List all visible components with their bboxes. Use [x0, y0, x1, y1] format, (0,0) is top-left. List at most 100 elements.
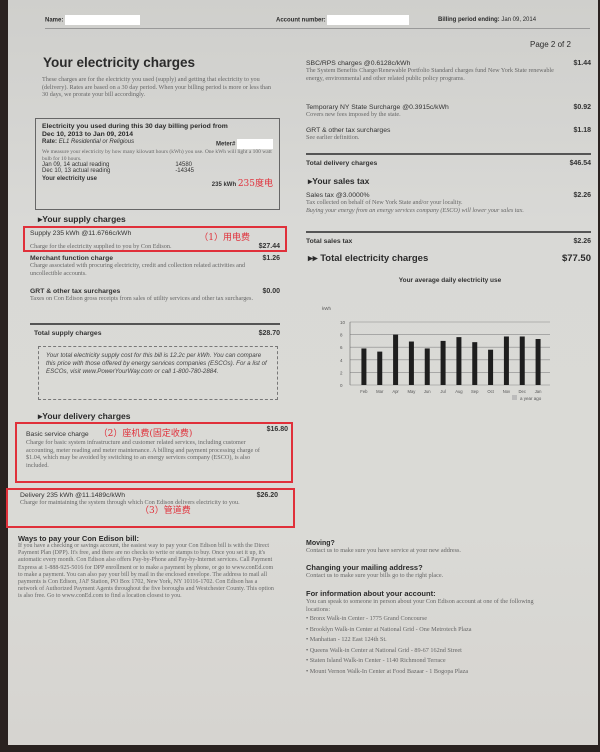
mailing-section: Changing your mailing address? Contact u…	[306, 563, 591, 580]
total-amount: $28.70	[258, 330, 280, 337]
grt-delivery-item: GRT & other tax surcharges $1.18 See earl…	[306, 127, 591, 142]
x-tick-label: Jan	[535, 389, 542, 394]
item-amount: $0.92	[573, 104, 591, 111]
supply-item: Supply 235 kWh @11.6766c/kWh （1）用电费 Charg…	[30, 230, 280, 251]
bar-dec	[519, 336, 525, 385]
y-tick-label: 10	[340, 320, 346, 325]
esco-notice: Your total electricity supply cost for t…	[38, 346, 278, 400]
item-title: Supply 235 kWh @11.6766c/kWh	[30, 230, 132, 237]
item-amount: $26.20	[256, 492, 278, 499]
item-title: Basic service charge	[26, 431, 89, 438]
intro-text: These charges are for the electricity yo…	[42, 76, 271, 99]
merchant-item: Merchant function charge $1.26 Charge ass…	[30, 255, 280, 277]
info-heading: For information about your account:	[306, 589, 436, 598]
bar-jul	[440, 340, 446, 385]
bar-mar	[377, 351, 383, 385]
bar-may	[408, 341, 414, 385]
total-label: Total sales tax	[306, 238, 353, 245]
bar-oct	[488, 349, 494, 385]
account-label: Account number:	[276, 17, 326, 24]
pay-heading: Ways to pay your Con Edison bill:	[18, 534, 139, 543]
supply-heading: ▸Your supply charges	[38, 214, 126, 224]
y-tick-label: 8	[340, 333, 343, 338]
total-delivery-row: Total delivery charges $46.54	[306, 160, 591, 167]
supply-heading-text: Your supply charges	[42, 214, 126, 224]
item-desc: Charge for maintaining the system throug…	[20, 499, 240, 506]
usage-note: We measure your electricity by how many …	[42, 149, 272, 162]
item-desc: Charge for the electricity supplied to y…	[30, 243, 172, 250]
item-desc-2: Buying your energy from an energy servic…	[306, 206, 524, 214]
y-axis-label: kWh	[322, 306, 331, 311]
meter-label: Meter#	[215, 141, 236, 148]
total-label: Total delivery charges	[306, 160, 378, 167]
item-amount: $1.18	[573, 127, 591, 134]
use-value: 235 kWh	[211, 182, 237, 188]
grt-item: GRT & other tax surcharges $0.00 Taxes on…	[30, 288, 280, 303]
y-tick-label: 6	[340, 345, 343, 350]
legend-swatch	[512, 395, 517, 400]
item-title: Merchant function charge	[30, 255, 114, 262]
mailing-text: Contact us to make sure your bills go to…	[306, 572, 444, 579]
item-amount: $27.44	[258, 243, 280, 250]
item-amount: $16.80	[266, 426, 288, 433]
location-list: Bronx Walk-in Center - 1775 Grand Concou…	[306, 614, 551, 677]
bill-page: Name: Account number: Billing period end…	[6, 0, 598, 745]
item-desc: See earlier definition.	[306, 134, 360, 141]
page-number: Page 2 of 2	[530, 40, 571, 49]
highlight-box	[23, 226, 287, 252]
basic-service-item: Basic service charge （2）座机费(固定收费) $16.80 …	[26, 426, 288, 469]
x-tick-label: Mar	[376, 389, 384, 394]
reading-label: Jan 09, 14 actual reading	[42, 162, 110, 168]
pay-section: Ways to pay your Con Edison bill: If you…	[18, 534, 276, 601]
electricity-use-row: Your electricity use 235 kWh 235度电	[42, 176, 273, 189]
y-tick-label: 2	[340, 370, 343, 375]
grand-total-label: Total electricity charges	[320, 253, 429, 264]
total-supply-row: Total supply charges $28.70	[34, 330, 280, 337]
grand-total-row: ▸▸ Total electricity charges $77.50	[308, 253, 591, 264]
mailing-heading: Changing your mailing address?	[306, 563, 423, 572]
location-item: Manhattan - 122 East 124th St.	[306, 635, 551, 646]
bar-apr	[393, 334, 399, 385]
location-item: Bronx Walk-in Center - 1775 Grand Concou…	[306, 614, 551, 625]
bar-jun	[424, 348, 430, 385]
usage-chart: Your average daily electricity use kWh 0 2 4…	[322, 277, 550, 401]
item-desc: Covers new fees imposed by the state.	[306, 111, 401, 118]
rate-value: EL1 Residential or Religious	[58, 139, 135, 145]
info-text: You can speak to someone in person about…	[306, 598, 534, 613]
usage-box: Electricity you used during this 30 day …	[35, 118, 280, 210]
moving-heading: Moving?	[306, 540, 335, 547]
annotation: （1）用电费	[199, 233, 250, 243]
pay-text: If you have a checking or savings accoun…	[18, 543, 274, 600]
page-title: Your electricity charges	[43, 55, 196, 70]
moving-section: Moving? Contact us to make sure you have…	[306, 540, 591, 555]
item-title: Temporary NY State Surcharge @0.3915c/kW…	[306, 104, 449, 111]
item-title: GRT & other tax surcharges	[306, 127, 391, 134]
y-tick-label: 4	[340, 358, 343, 363]
reading-row: Dec 10, 13 actual reading -14345	[42, 168, 194, 174]
item-title: Sales tax @3.0000%	[306, 192, 370, 199]
sales-tax-heading: ▸Your sales tax	[308, 176, 370, 186]
x-tick-label: Sep	[471, 389, 479, 394]
item-amount: $2.26	[573, 192, 591, 199]
delivery-heading-text: Your delivery charges	[42, 411, 131, 421]
bar-feb	[361, 348, 367, 385]
billing-period: Billing period ending: Jan 09, 2014	[438, 17, 536, 23]
bar-aug	[456, 337, 462, 385]
item-title: GRT & other tax surcharges	[30, 288, 121, 295]
delivery-kwh-item: Delivery 235 kWh @11.1489c/kWh $26.20 Cha…	[20, 492, 278, 516]
x-tick-label: Oct	[487, 389, 494, 394]
item-desc: Taxes on Con Edison gross receipts from …	[30, 295, 254, 302]
bar-nov	[503, 336, 509, 385]
info-section: For information about your account: You …	[306, 589, 551, 677]
name-label: Name:	[45, 17, 64, 24]
x-tick-label: Apr	[392, 389, 399, 394]
location-item: Staten Island Walk-in Center - 1140 Rich…	[306, 656, 551, 667]
x-tick-label: Nov	[503, 389, 511, 394]
item-desc: Tax collected on behalf of New York Stat…	[306, 199, 463, 206]
rate-label: Rate:	[42, 139, 58, 145]
reading-label: Dec 10, 13 actual reading	[42, 168, 111, 174]
item-desc: Charge for basic system infrastructure a…	[26, 439, 260, 469]
x-tick-label: Aug	[455, 389, 463, 394]
highlight-box	[15, 422, 293, 483]
sales-tax-heading-text: Your sales tax	[312, 176, 370, 186]
